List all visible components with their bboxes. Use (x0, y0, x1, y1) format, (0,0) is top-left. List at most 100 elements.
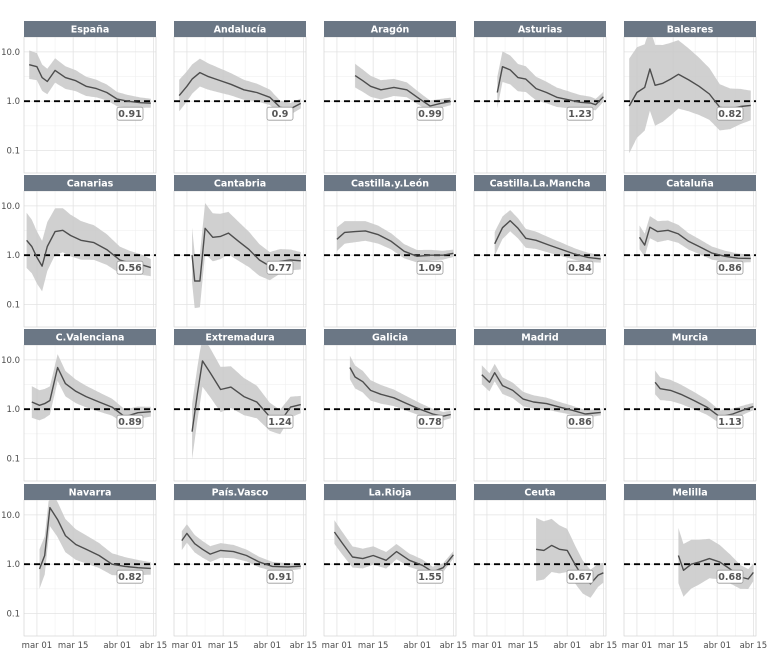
rt-label: 1.55 (418, 572, 441, 583)
x-tick-label: abr 01 (403, 641, 431, 651)
rt-series-line (654, 381, 754, 418)
y-tick-label: 0.1 (6, 301, 20, 311)
rt-label: 0.9 (272, 109, 289, 120)
panel: Navarra 0.82 10.0 1.0 0.1 mar 01 mar 15 abr 01 a… (1, 484, 167, 651)
x-tick-label: mar 15 (208, 641, 239, 651)
rt-label: 0.56 (118, 263, 142, 274)
rt-label-box (266, 569, 294, 584)
rt-label-box (566, 569, 594, 584)
strip-header (24, 175, 156, 191)
panel: Canarias 0.56 10.0 1.0 0.1 (1, 175, 157, 328)
x-tick-label: abr 01 (553, 641, 581, 651)
strip-label: Canarias (67, 179, 114, 190)
panel: Castilla.La.Mancha 0.84 (473, 175, 607, 328)
strip-label: País.Vasco (212, 488, 269, 499)
confidence-band (355, 63, 451, 112)
y-tick-label: 10.0 (1, 356, 20, 366)
strip-header (474, 175, 606, 191)
rt-series-line (29, 64, 151, 104)
strip-label: España (71, 25, 110, 36)
rt-series-line (181, 532, 301, 568)
rt-series-line (354, 75, 451, 107)
x-tick-label: mar 01 (472, 641, 503, 651)
strip-header (474, 329, 606, 345)
strip-label: C.Valenciana (56, 333, 125, 344)
confidence-band (639, 216, 751, 263)
x-tick-label: mar 01 (322, 641, 353, 651)
strip-label: Extremadura (205, 333, 274, 344)
panel: Baleares 0.82 (623, 21, 757, 174)
strip-header (624, 484, 756, 500)
strip-label: Castilla.y.León (351, 179, 429, 190)
confidence-band (481, 363, 601, 418)
y-tick-label: 10.0 (1, 202, 20, 212)
strip-label: Melilla (672, 488, 707, 499)
confidence-band (629, 37, 751, 154)
rt-label: 1.13 (718, 417, 741, 428)
strip-header (474, 484, 606, 500)
strip-header (474, 21, 606, 37)
rt-label-box (416, 414, 444, 429)
y-tick-label: 0.1 (6, 455, 20, 465)
panel: Melilla 0.68 mar 01 mar 15 abr 01 abr 15 (622, 484, 768, 651)
rt-label: 0.99 (418, 109, 441, 120)
panel: C.Valenciana 0.89 10.0 1.0 0.1 (1, 329, 157, 482)
rt-label-box (266, 414, 294, 429)
x-tick-label: mar 01 (172, 641, 203, 651)
confidence-band (31, 354, 151, 425)
y-tick-label: 1.0 (6, 251, 20, 261)
confidence-band (494, 210, 601, 263)
strip-header (624, 175, 756, 191)
rt-label-box (116, 414, 144, 429)
y-tick-label: 1.0 (6, 97, 20, 107)
rt-label: 1.09 (418, 263, 441, 274)
y-tick-label: 0.1 (6, 147, 20, 157)
strip-header (174, 21, 306, 37)
strip-header (624, 329, 756, 345)
rt-label-box (116, 260, 144, 275)
strip-label: Ceuta (524, 488, 555, 499)
strip-header (624, 21, 756, 37)
confidence-band (497, 51, 604, 111)
rt-label-box (566, 106, 594, 121)
rt-label-box (416, 260, 444, 275)
rt-label: 0.86 (568, 417, 592, 428)
x-tick-label: mar 15 (508, 641, 539, 651)
rt-label: 0.91 (268, 572, 291, 583)
x-tick-label: mar 15 (58, 641, 89, 651)
confidence-band (349, 355, 451, 421)
rt-label-box (716, 414, 744, 429)
panel: País.Vasco 0.91 mar 01 mar 15 abr 01 abr 15 (172, 484, 317, 651)
panel: Asturias 1.23 (473, 21, 607, 174)
strip-header (24, 329, 156, 345)
strip-label: Andalucía (214, 25, 267, 36)
rt-label-box (716, 569, 744, 584)
rt-series-line (494, 219, 601, 260)
rt-series-line (677, 555, 754, 580)
strip-header (174, 329, 306, 345)
x-tick-label: abr 15 (440, 641, 468, 651)
y-tick-label: 1.0 (6, 405, 20, 415)
x-tick-label: abr 15 (740, 641, 768, 651)
x-tick-label: abr 01 (703, 641, 731, 651)
rt-label: 0.68 (718, 572, 742, 583)
strip-label: Aragón (371, 25, 410, 36)
strip-label: Cataluña (666, 179, 714, 190)
rt-label: 0.84 (568, 263, 592, 274)
rt-label-box (416, 569, 444, 584)
strip-header (324, 21, 456, 37)
panel: Murcia 1.13 (623, 329, 757, 482)
strip-header (24, 21, 156, 37)
rt-label: 0.82 (118, 572, 141, 583)
confidence-band (192, 345, 301, 460)
x-tick-label: abr 01 (103, 641, 131, 651)
strip-label: La.Rioja (369, 488, 412, 499)
panel: La.Rioja 1.55 mar 01 mar 15 abr 01 abr 15 (322, 484, 468, 651)
confidence-band (655, 370, 754, 424)
rt-label-box (266, 106, 294, 121)
strip-header (24, 484, 156, 500)
rt-label: 1.23 (568, 109, 591, 120)
rt-label-box (116, 106, 144, 121)
rt-series-line (536, 544, 604, 585)
strip-header (174, 175, 306, 191)
